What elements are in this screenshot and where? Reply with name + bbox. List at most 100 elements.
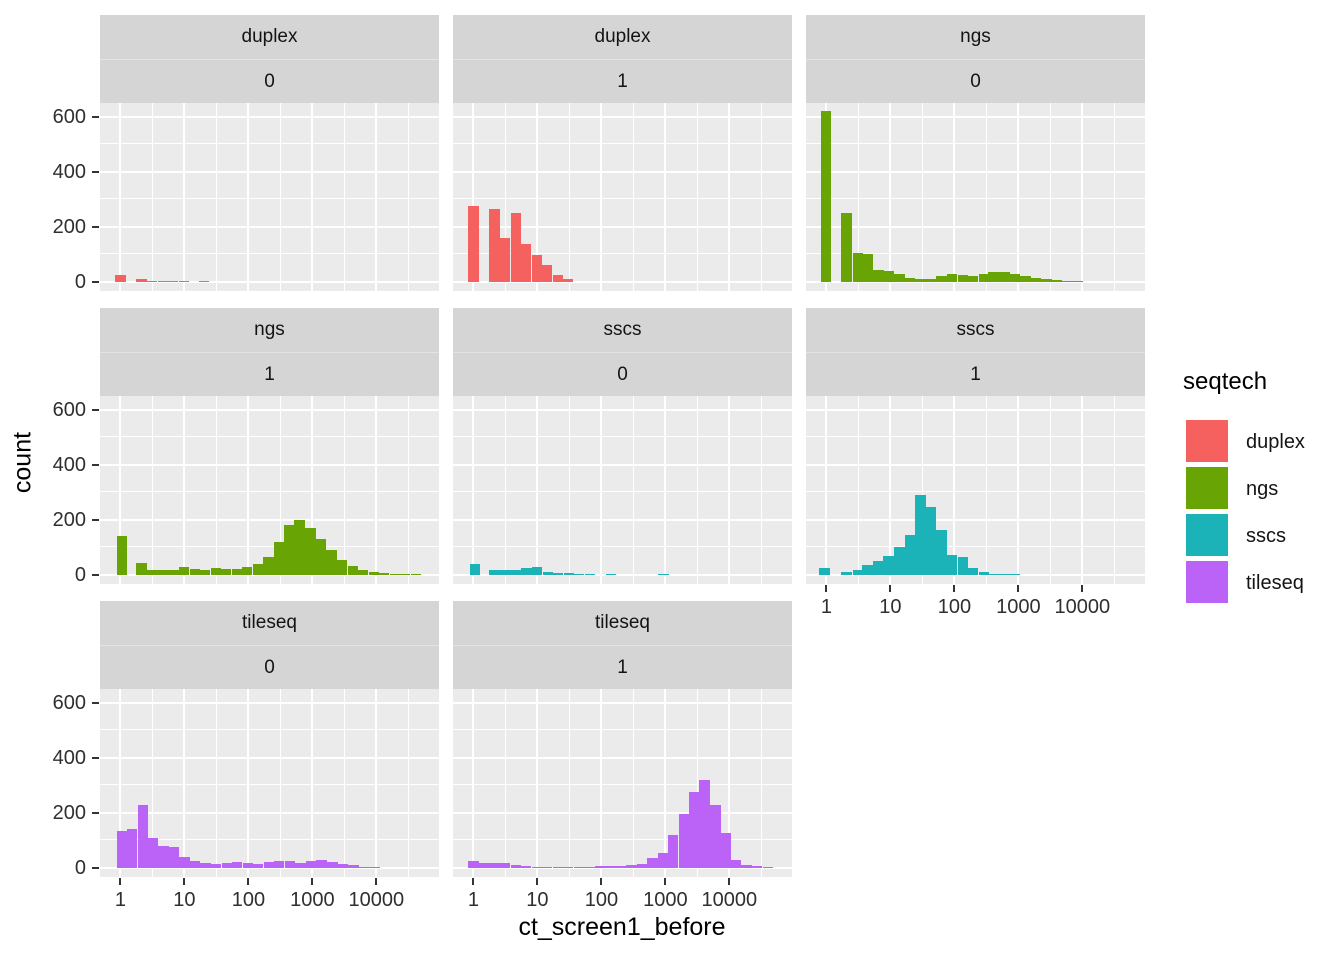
histogram-bar xyxy=(294,519,305,575)
x-tick-mark xyxy=(889,585,892,592)
gridline-major-h xyxy=(453,170,792,173)
histogram-bar xyxy=(594,866,606,868)
histogram-bar xyxy=(762,867,774,868)
x-tick-label: 1 xyxy=(467,889,480,911)
facet-panel xyxy=(453,396,792,584)
histogram-bar xyxy=(531,567,543,575)
x-tick-label: 1 xyxy=(820,596,833,618)
histogram-bar xyxy=(552,572,564,575)
histogram-bar xyxy=(946,274,958,282)
gridline-minor-v xyxy=(504,396,506,584)
histogram-bar xyxy=(852,253,864,282)
histogram-bar xyxy=(241,567,253,575)
gridline-minor-h xyxy=(100,436,439,438)
gridline-minor-v xyxy=(696,689,698,877)
histogram-bar xyxy=(573,867,585,868)
histogram-bar xyxy=(178,567,190,575)
x-tick-label: 100 xyxy=(231,889,266,911)
y-tick-mark xyxy=(92,518,99,521)
x-tick-label: 100 xyxy=(584,889,619,911)
gridline-major-h xyxy=(100,170,439,173)
histogram-bar xyxy=(231,568,243,575)
histogram-bar xyxy=(552,867,564,868)
gridline-major-h xyxy=(100,867,439,869)
gridline-major-v xyxy=(953,396,956,584)
gridline-major-v xyxy=(889,396,892,584)
gridline-minor-h xyxy=(453,491,792,493)
histogram-bar xyxy=(273,541,285,575)
y-tick-label: 0 xyxy=(74,271,86,293)
y-tick-label: 600 xyxy=(52,105,86,128)
gridline-minor-v xyxy=(215,689,217,877)
gridline-major-h xyxy=(100,756,439,759)
x-tick-label: 10000 xyxy=(701,889,758,911)
histogram-bar xyxy=(904,535,915,575)
y-tick-label: 400 xyxy=(52,453,86,476)
facet-panel xyxy=(453,689,792,877)
gridline-minor-v xyxy=(215,396,217,584)
histogram-bar xyxy=(178,281,190,282)
histogram-bar xyxy=(730,859,742,868)
y-tick-label: 200 xyxy=(52,801,86,824)
gridline-minor-v xyxy=(407,689,409,877)
histogram-bar xyxy=(520,243,532,282)
gridline-major-h xyxy=(100,574,439,576)
gridline-minor-h xyxy=(453,839,792,841)
gridline-major-v xyxy=(600,103,603,291)
gridline-minor-h xyxy=(100,198,439,200)
histogram-bar xyxy=(199,569,211,575)
histogram-bar xyxy=(210,568,222,575)
gridline-minor-v xyxy=(760,103,762,291)
histogram-bar xyxy=(489,863,500,868)
y-tick-mark xyxy=(92,225,99,228)
facet-strip-screen: 0 xyxy=(100,59,439,103)
gridline-minor-v xyxy=(279,396,281,584)
histogram-bar xyxy=(273,860,285,868)
histogram-bar xyxy=(521,568,532,575)
y-tick-mark xyxy=(92,170,99,173)
histogram-bar xyxy=(115,275,126,282)
histogram-bar xyxy=(531,255,543,282)
histogram-bar xyxy=(263,861,275,868)
histogram-bar xyxy=(378,572,390,575)
gridline-minor-v xyxy=(632,396,634,584)
facet-strip-screen: 1 xyxy=(100,352,439,396)
gridline-minor-v xyxy=(921,103,923,291)
histogram-bar xyxy=(904,277,915,282)
gridline-major-h xyxy=(100,518,439,521)
y-tick-mark xyxy=(92,574,99,576)
histogram-bar xyxy=(158,845,169,868)
x-tick-mark xyxy=(472,878,475,885)
gridline-minor-v xyxy=(1049,396,1051,584)
legend-label: duplex xyxy=(1246,431,1305,453)
histogram-bar xyxy=(389,573,401,575)
gridline-minor-v xyxy=(985,103,987,291)
gridline-major-h xyxy=(806,170,1145,173)
x-tick-mark xyxy=(664,878,667,885)
x-tick-mark xyxy=(953,585,956,592)
histogram-bar xyxy=(469,563,481,575)
histogram-bar xyxy=(584,866,595,868)
histogram-bar xyxy=(936,275,947,282)
x-tick-mark xyxy=(119,878,122,885)
histogram-bar xyxy=(116,536,128,575)
histogram-bar xyxy=(499,237,511,282)
histogram-bar xyxy=(179,856,190,868)
histogram-bar xyxy=(252,563,264,575)
histogram-bar xyxy=(136,562,147,575)
gridline-minor-v xyxy=(215,103,217,291)
facet-panel xyxy=(806,396,1145,584)
gridline-minor-v xyxy=(504,689,506,877)
gridline-major-h xyxy=(806,518,1145,521)
histogram-bar xyxy=(852,570,864,575)
histogram-bar xyxy=(146,280,158,282)
histogram-bar xyxy=(925,278,937,282)
histogram-bar xyxy=(189,861,201,868)
legend-label: sscs xyxy=(1246,525,1286,547)
gridline-major-h xyxy=(806,574,1145,576)
gridline-minor-v xyxy=(568,689,570,877)
x-tick-mark xyxy=(183,878,186,885)
legend-key xyxy=(1186,420,1228,462)
gridline-minor-v xyxy=(1049,103,1051,291)
x-tick-label: 10 xyxy=(526,889,549,911)
